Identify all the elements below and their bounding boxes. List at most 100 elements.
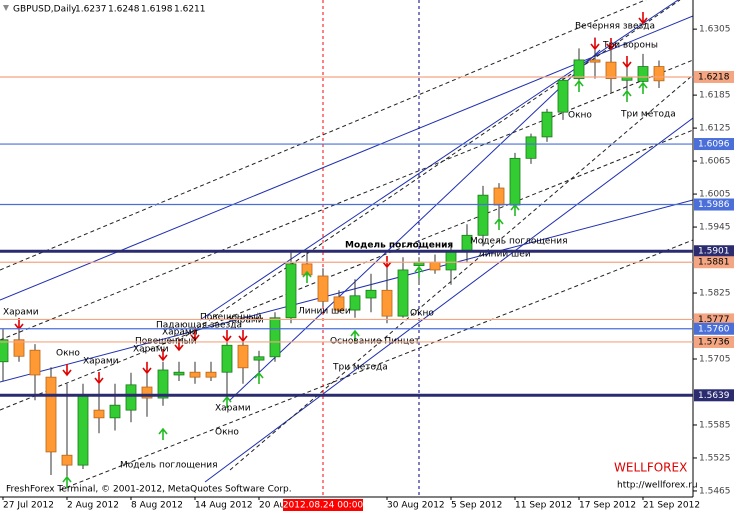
candle-body [205,371,217,378]
candle-body [477,194,489,236]
y-tick-label: 1.6305 [699,25,731,35]
trend-line [0,199,693,383]
dashed-line [0,0,647,271]
annotation: Линии шеи [478,250,531,260]
level-label: 1.5736 [698,337,730,347]
annotation: Модель поглощения [120,461,218,471]
dashed-line [229,74,693,471]
candle-body [61,454,73,466]
candle-body [237,344,249,369]
y-tick-label: 1.5825 [699,289,731,299]
series [0,0,665,497]
copyright: FreshForex Terminal, © 2001-2012, MetaQu… [6,485,292,495]
candle-body [109,404,121,419]
candle-body [589,59,601,63]
candle-body [541,111,553,138]
url: http://wellforex.ru [617,481,698,491]
ohlc-low: 1.6198 [141,5,173,15]
candle-body [557,79,569,113]
candle-body [45,376,57,453]
candle-body [525,136,537,159]
candle-body [13,339,25,357]
level-label-box [694,335,734,348]
candle-body [397,269,409,317]
x-tick-label: 30 Aug 2012 [387,501,445,511]
level-label-box [694,138,734,151]
y-tick-label: 1.6185 [699,91,731,101]
annotation: Линии шеи [298,307,351,317]
candle-body [173,371,185,376]
x-tick-label: 21 Sep 2012 [643,501,700,511]
candle-body [333,296,345,311]
annotation: Харами [83,357,119,367]
annotation: Три вороны [602,41,658,51]
level-label-box [694,322,734,335]
dashed-line [179,0,681,341]
y-tick-label: 1.6065 [699,157,731,167]
level-label: 1.5777 [698,315,730,325]
brand: WELLFOREX [614,461,687,475]
level-label-box [694,313,734,326]
annotation: Харами [3,308,39,318]
level-label: 1.5881 [698,258,730,268]
y-tick-label: 1.5705 [699,355,731,365]
x-tick-label: 17 Sep 2012 [579,501,636,511]
candle-body [349,295,361,311]
candle-body [429,261,441,271]
candle-body [381,289,393,317]
candle-body [445,251,457,271]
level-label: 1.5986 [698,200,730,210]
annotation: Модель поглощения [345,241,453,251]
dashed-lines [0,0,693,491]
level-label: 1.5901 [698,247,730,257]
annotation: Харами [133,345,169,355]
y-tick-label: 1.5525 [699,453,731,463]
annotation: Окно [56,349,80,359]
ohlc-high: 1.6248 [108,5,140,15]
x-tick-label: 5 Sep 2012 [451,501,502,511]
annotation: Окно [568,111,592,121]
x-tick-label: 8 Aug 2012 [131,501,183,511]
annotation: Три метода [620,110,676,120]
candle-body [221,344,233,373]
x-tick-label: 11 Sep 2012 [515,501,572,511]
candle-body [77,394,89,466]
annotation: Падающая звезда [156,321,242,331]
candle-body [157,369,169,399]
candle-body [29,349,41,376]
annotation: Окно [215,428,239,438]
annotation: Три метода [332,363,388,373]
candle-body [189,371,201,378]
level-label-box [694,256,734,269]
level-label-box [694,389,734,402]
level-label-box [694,70,734,83]
y-tick-label: 1.5585 [699,420,731,430]
y-tick-label: 1.6005 [699,190,731,200]
candle-body [253,356,265,361]
ohlc-open: 1.6237 [75,5,107,15]
ohlc-close: 1.6211 [174,5,206,15]
candle-body [285,263,297,319]
dashed-line [0,129,693,411]
x-tick-label: 2 Aug 2012 [67,501,119,511]
candle-body [637,66,649,82]
vline-label-box [283,499,363,511]
trend-line [204,117,693,483]
annotation: Вечерняя звезда [575,22,655,32]
level-label: 1.6096 [698,140,730,150]
dashed-line [0,59,693,341]
symbol: GBPUSD,Daily [13,5,77,15]
level-label: 1.6218 [698,72,730,82]
candle-body [269,317,281,358]
x-tick-label: 14 Aug 2012 [195,501,253,511]
dashed-line [59,239,693,491]
level-label: 1.5760 [698,324,730,334]
candle-body [317,275,329,302]
level-label: 1.5639 [698,391,730,401]
y-tick-label: 1.6125 [699,124,731,134]
annotation: Повешенный [200,313,262,323]
candle-body [365,289,377,299]
level-label-box [694,198,734,211]
